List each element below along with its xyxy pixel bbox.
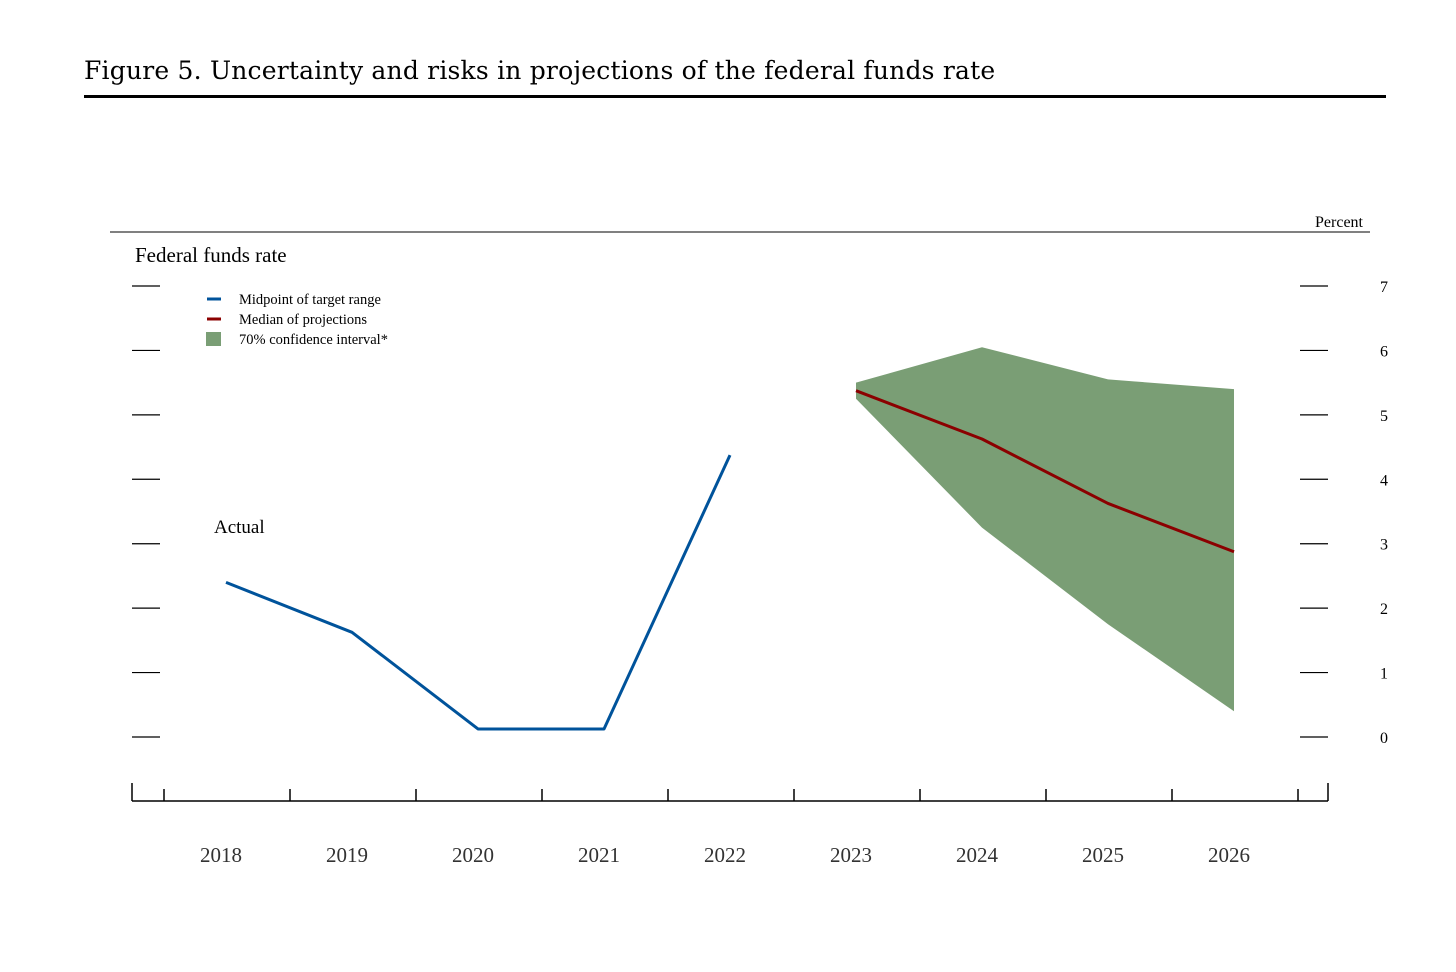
actual-annotation: Actual [214, 517, 265, 538]
y-tick-label-0: 0 [1380, 730, 1388, 747]
y-axis-label: Percent [1315, 214, 1364, 231]
right-tick-group: 0 1 2 3 4 5 6 7 [1300, 279, 1388, 747]
x-tick-label-2021: 2021 [578, 843, 620, 867]
x-tick-label-2025: 2025 [1082, 843, 1124, 867]
series-line-median-of-projections [855, 389, 1235, 554]
x-tick-label-2024: 2024 [956, 843, 999, 867]
legend: Midpoint of target range Median of projec… [206, 292, 388, 348]
confidence-band-group [856, 347, 1234, 712]
legend-label-midpoint-of-target-range: Midpoint of target range [239, 292, 381, 308]
legend-swatch-70-confidence-interval- [206, 332, 221, 346]
x-tick-label-2019: 2019 [326, 843, 368, 867]
x-tick-label-2020: 2020 [452, 843, 494, 867]
y-tick-label-6: 6 [1380, 343, 1388, 360]
x-tick-label-2022: 2022 [704, 843, 746, 867]
x-tick-label-2026: 2026 [1208, 843, 1250, 867]
x-axis: 2018 2019 2020 2021 2022 2023 2024 2025 2026 [131, 783, 1329, 867]
x-tick-label-2018: 2018 [200, 843, 242, 867]
left-tick-group [132, 285, 160, 738]
y-tick-label-7: 7 [1380, 279, 1388, 296]
title-rule [84, 95, 1386, 98]
y-tick-label-5: 5 [1380, 408, 1388, 425]
chart-title: Federal funds rate [135, 243, 287, 267]
y-tick-label-4: 4 [1380, 472, 1388, 489]
confidence-interval-band [856, 347, 1234, 712]
y-tick-label-1: 1 [1380, 666, 1388, 683]
legend-label-median-of-projections: Median of projections [239, 312, 367, 328]
y-tick-label-3: 3 [1380, 537, 1388, 554]
y-tick-label-2: 2 [1380, 601, 1388, 618]
x-tick-label-2023: 2023 [830, 843, 872, 867]
series-lines-group [225, 389, 1235, 731]
figure-title: Figure 5. Uncertainty and risks in proje… [84, 56, 996, 85]
series-line-midpoint-of-target-range [225, 454, 732, 731]
legend-label-70-confidence-interval-: 70% confidence interval* [239, 332, 388, 348]
